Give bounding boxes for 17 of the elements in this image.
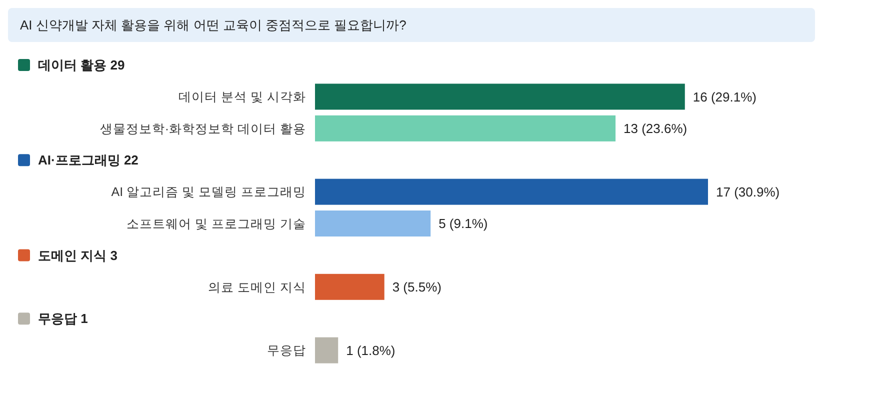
legend-label: AI·프로그래밍 22 [38,152,138,168]
y-tick-label: 데이터 분석 및 시각화 [178,90,306,104]
data-label: 13 (23.6%) [624,120,688,136]
chart-title: AI 신약개발 자체 활용을 위해 어떤 교육이 중점적으로 필요합니까? [20,18,406,33]
data-label: 16 (29.1%) [692,89,756,104]
y-tick-label: 생물정보학·화학정보학 데이터 활용 [100,122,306,136]
data-label: 3 (5.5%) [392,279,442,294]
y-tick-label: 소프트웨어 및 프로그래밍 기술 [126,216,306,231]
y-tick-label: AI 알고리즘 및 모델링 프로그래밍 [111,185,306,200]
legend-label: 도메인 지식 3 [38,248,118,263]
y-tick-label: 무응답 [267,344,306,358]
data-label: 5 (9.1%) [438,216,488,232]
legend-label: 데이터 활용 29 [38,58,125,73]
data-label: 1 (1.8%) [346,342,396,358]
legend-label: 무응답 1 [38,311,88,326]
data-label: 17 (30.9%) [716,184,780,200]
y-tick-label: 의료 도메인 지식 [208,280,306,294]
